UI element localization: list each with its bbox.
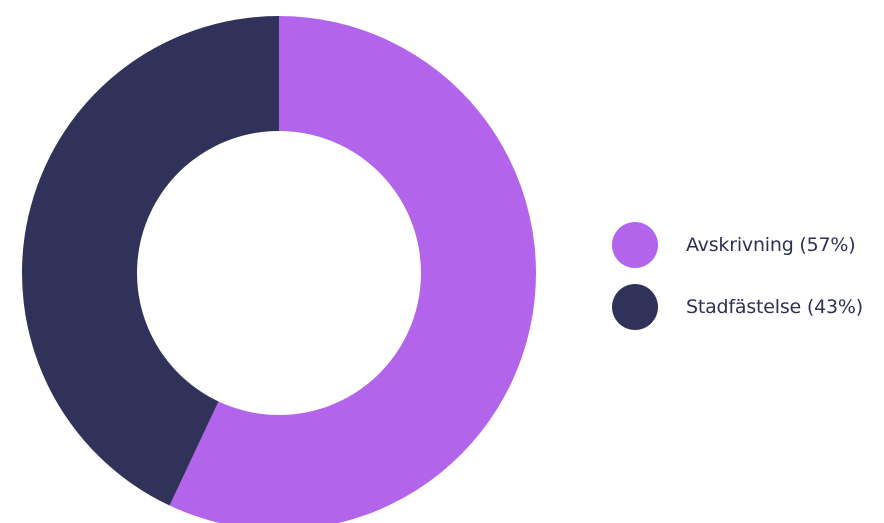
legend-item-avskrivning[interactable]: Avskrivning (57%) (612, 222, 863, 268)
slice-avskrivning[interactable] (169, 16, 536, 523)
slice-stadf-stelse[interactable] (21, 16, 280, 506)
legend-label-stadfastelse: Stadfästelse (43%) (686, 296, 863, 318)
chart-legend: Avskrivning (57%) Stadfästelse (43%) (612, 222, 863, 330)
legend-label-avskrivning: Avskrivning (57%) (686, 234, 856, 256)
legend-item-stadfastelse[interactable]: Stadfästelse (43%) (612, 284, 863, 330)
legend-swatch-avskrivning (612, 222, 658, 268)
chart-slices (21, 16, 536, 523)
legend-swatch-stadfastelse (612, 284, 658, 330)
